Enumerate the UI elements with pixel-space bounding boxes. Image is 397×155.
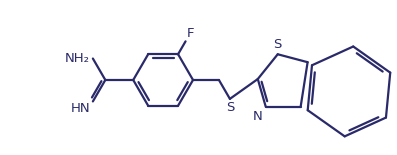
Text: NH₂: NH₂ xyxy=(65,52,90,65)
Text: HN: HN xyxy=(70,102,90,115)
Text: F: F xyxy=(187,27,194,40)
Text: S: S xyxy=(226,101,234,114)
Text: S: S xyxy=(274,38,282,51)
Text: N: N xyxy=(253,110,263,123)
